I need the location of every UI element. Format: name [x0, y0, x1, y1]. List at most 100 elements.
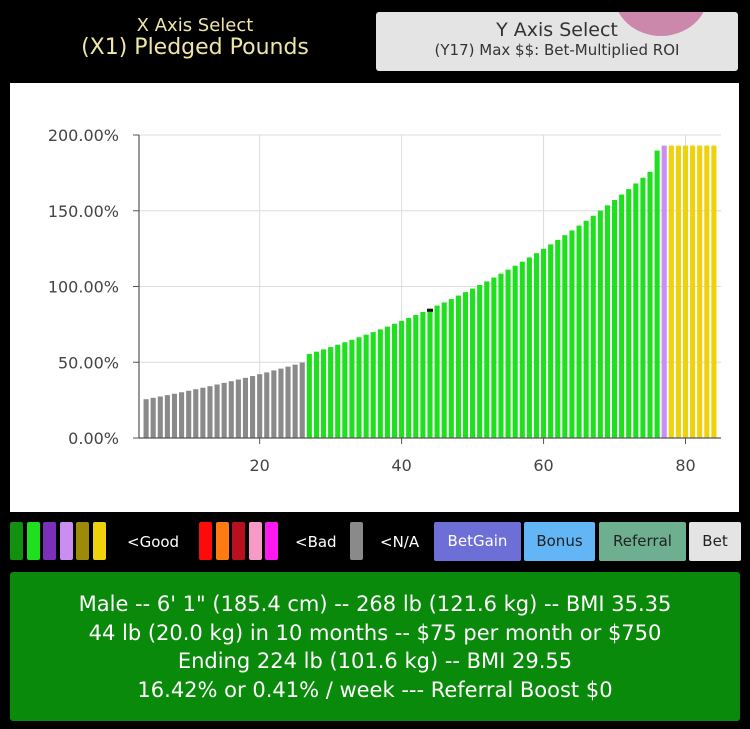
bar [484, 281, 490, 438]
y-tick-label: 0.00% [68, 429, 119, 448]
bar [171, 393, 178, 438]
bar [420, 311, 426, 438]
good-swatch [26, 522, 40, 560]
bar [690, 145, 696, 439]
bar [313, 351, 319, 438]
bad-swatch [265, 522, 278, 560]
bar [448, 299, 454, 438]
bar [441, 302, 447, 438]
betgain-button[interactable]: BetGain [434, 522, 521, 561]
bar [399, 320, 405, 438]
bar [235, 379, 241, 438]
bar [583, 220, 589, 438]
bar [661, 145, 667, 439]
good-swatch [76, 522, 89, 560]
bar [668, 145, 674, 439]
bar [640, 177, 646, 438]
bar [682, 145, 689, 439]
bar [214, 384, 220, 438]
bar [455, 295, 461, 438]
bar [335, 344, 341, 438]
bar [647, 171, 653, 438]
bar [271, 370, 277, 438]
bar [470, 288, 476, 438]
bad-swatch [215, 522, 229, 560]
good-swatch [10, 522, 23, 560]
x-axis-select[interactable]: X Axis Select (X1) Pledged Pounds [40, 16, 350, 60]
bar [292, 364, 298, 438]
bar [143, 399, 149, 438]
bar [186, 390, 192, 438]
bar [498, 273, 504, 438]
bar [370, 332, 376, 438]
bad-swatch [232, 522, 245, 560]
bar [427, 308, 433, 438]
good-label: <Good [127, 533, 180, 551]
bar [306, 353, 312, 438]
bonus-button[interactable]: Bonus [524, 522, 595, 561]
bar [278, 368, 284, 438]
bar [704, 145, 710, 439]
x-tick-label: 80 [675, 456, 695, 475]
bar [576, 225, 582, 438]
y-axis-select-button[interactable]: Y Axis Select (Y17) Max $$: Bet-Multipli… [376, 12, 738, 71]
bar [164, 395, 170, 438]
bar [604, 205, 610, 438]
referral-button[interactable]: Referral [599, 522, 686, 561]
bar [391, 323, 398, 438]
bar [597, 210, 603, 438]
bar [562, 235, 568, 438]
bar [477, 284, 483, 438]
bar [526, 257, 532, 438]
bar [633, 183, 639, 438]
bar [193, 389, 199, 438]
bar [299, 362, 305, 438]
bar [221, 382, 227, 438]
bar [533, 253, 540, 438]
bar [654, 150, 660, 438]
bar [462, 292, 469, 438]
bar [150, 397, 156, 438]
x-tick-label: 40 [391, 456, 411, 475]
bar [384, 326, 390, 438]
bar [434, 305, 440, 438]
summary-line-2: 44 lb (20.0 kg) in 10 months -- $75 per … [88, 620, 662, 645]
x-axis-select-value: (X1) Pledged Pounds [81, 35, 309, 60]
bar [242, 377, 249, 438]
bet-button[interactable]: Bet [689, 522, 741, 561]
summary-line-3: Ending 224 lb (101.6 kg) -- BMI 29.55 [177, 649, 573, 673]
good-swatch [43, 522, 56, 560]
legend-bar: <Good <Bad <N/A BetGain Bonus Referral B… [0, 520, 750, 564]
bar [541, 248, 547, 438]
bar [328, 347, 334, 438]
bar [207, 386, 213, 438]
bar-chart[interactable]: 0.00% 50.00% 100.00% 150.00% 200.00% 20 40 60 80 [10, 83, 739, 512]
bar [512, 265, 518, 438]
bad-swatch [199, 522, 212, 560]
bad-swatch [248, 522, 262, 560]
x-tick-label: 20 [249, 456, 269, 475]
y-tick-label: 50.00% [58, 353, 119, 372]
bar [285, 366, 291, 438]
y-axis-select-title: Y Axis Select [496, 19, 618, 41]
good-swatch [92, 522, 106, 560]
bar [200, 387, 206, 438]
bar [157, 396, 163, 438]
y-tick-label: 200.00% [48, 126, 119, 145]
summary-line-1: Male -- 6' 1" (185.4 cm) -- 268 lb (121.… [78, 592, 672, 616]
bar [264, 372, 270, 438]
bar [548, 244, 554, 438]
bar [179, 392, 185, 438]
bar [342, 342, 348, 438]
bad-label: <Bad [295, 533, 337, 551]
bar [569, 230, 575, 438]
bar [675, 145, 681, 439]
x-tick-label: 60 [533, 456, 553, 475]
bar [505, 269, 511, 438]
bar [519, 261, 525, 438]
good-swatch [59, 522, 73, 560]
bar [619, 194, 625, 438]
na-label: <N/A [380, 533, 420, 551]
bar [228, 381, 234, 438]
chart-panel: 0.00% 50.00% 100.00% 150.00% 200.00% 20 40 60 80 [10, 83, 739, 512]
